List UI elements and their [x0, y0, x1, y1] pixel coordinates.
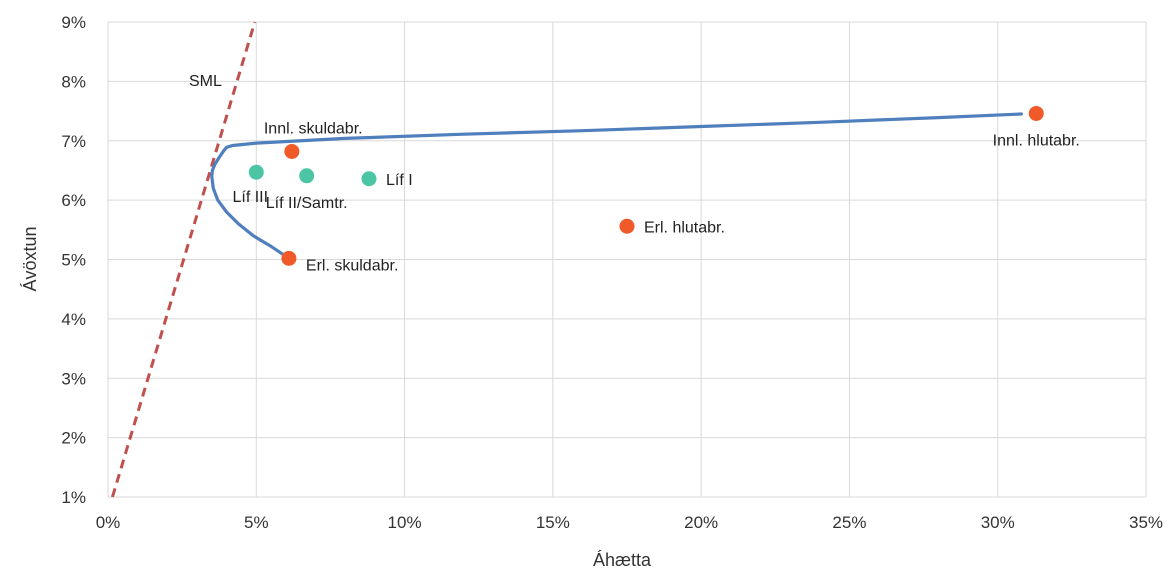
- grid: [107, 21, 1147, 498]
- x-tick-label: 5%: [244, 513, 269, 532]
- data-label: Erl. hlutabr.: [644, 219, 725, 236]
- x-tick-label: 10%: [388, 513, 422, 532]
- data-labels: SML Innl. skuldabr. Erl. skuldabr. Erl. hlu…: [189, 73, 1080, 274]
- sml-line: [111, 21, 257, 498]
- data-label: Líf I: [386, 172, 413, 189]
- data-point: [619, 218, 635, 234]
- y-tick-label: 1%: [61, 488, 86, 507]
- y-tick-label: 4%: [61, 310, 86, 329]
- data-label: Erl. skuldabr.: [306, 257, 398, 274]
- y-tick-label: 9%: [61, 13, 86, 32]
- y-tick-label: 6%: [61, 191, 86, 210]
- x-tick-label: 0%: [96, 513, 121, 532]
- data-label: Innl. hlutabr.: [993, 132, 1080, 149]
- data-point: [248, 164, 264, 180]
- data-label: Líf II/Samtr.: [266, 195, 348, 212]
- data-points: [248, 105, 1044, 266]
- y-tick-label: 5%: [61, 251, 86, 270]
- x-tick-label: 35%: [1129, 513, 1163, 532]
- y-axis-ticks: 1% 2% 3% 4% 5% 6% 7% 8% 9%: [61, 13, 86, 507]
- x-tick-label: 30%: [981, 513, 1015, 532]
- y-tick-label: 2%: [61, 429, 86, 448]
- data-point: [281, 250, 297, 266]
- data-point: [361, 171, 377, 187]
- x-tick-label: 20%: [684, 513, 718, 532]
- data-point: [299, 168, 315, 184]
- x-axis-ticks: 0% 5% 10% 15% 20% 25% 30% 35%: [96, 513, 1163, 532]
- sml-label: SML: [189, 73, 222, 90]
- x-tick-label: 25%: [832, 513, 866, 532]
- sml-series: [111, 21, 257, 498]
- efficient-frontier-series: [210, 112, 1023, 260]
- y-tick-label: 3%: [61, 369, 86, 388]
- x-axis-title: Áhætta: [593, 550, 652, 570]
- y-tick-label: 8%: [61, 72, 86, 91]
- y-axis-title: Ávöxtun: [20, 226, 40, 291]
- x-tick-label: 15%: [536, 513, 570, 532]
- y-tick-label: 7%: [61, 132, 86, 151]
- data-label: Innl. skuldabr.: [264, 120, 363, 137]
- data-point: [1028, 105, 1044, 121]
- data-label: Líf III: [232, 189, 268, 206]
- data-point: [284, 143, 300, 159]
- frontier-curve: [210, 112, 1023, 260]
